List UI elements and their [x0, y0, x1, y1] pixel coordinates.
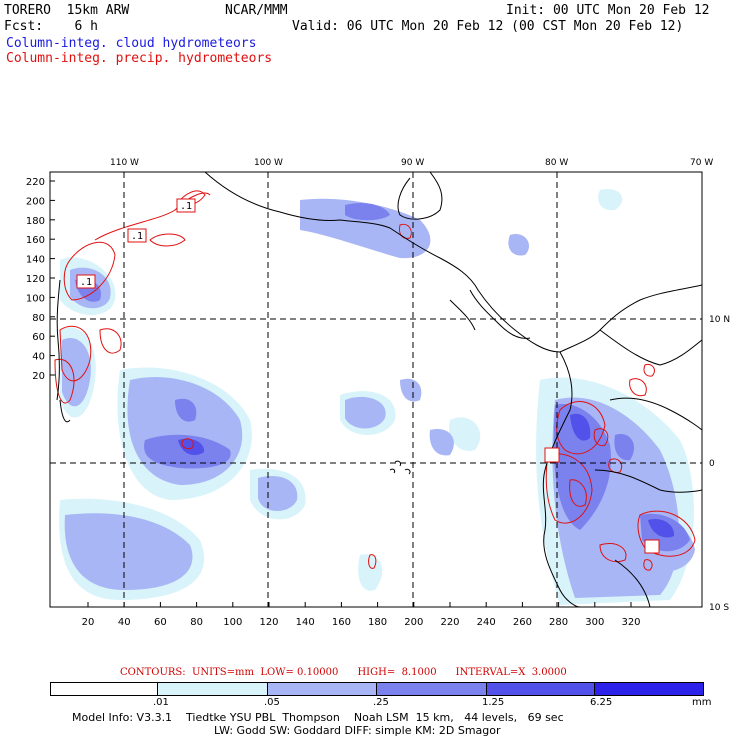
colorbar-swatch [268, 683, 377, 695]
x-grid-labels: 20 40 60 80 100 120 140 160 180 200 220 240 260 280 30… [82, 617, 641, 628]
contour-label: .1 [131, 231, 143, 242]
x-grid-label: 40 [118, 617, 131, 628]
y-grid-label: 80 [32, 313, 45, 324]
precip-contours [54, 190, 696, 571]
colorbar-swatch [51, 683, 159, 695]
model-info: Model Info: V3.3.1 Tiedtke YSU PBL Thomp… [72, 711, 564, 724]
lat-label: 10 S [709, 603, 729, 613]
init-time: Init: 00 UTC Mon 20 Feb 12 [506, 3, 710, 18]
lon-label: 90 W [401, 158, 424, 168]
y-grid-label: 120 [26, 274, 45, 285]
lat-label: 0 [709, 459, 715, 469]
y-grid-label: 20 [32, 371, 45, 382]
y-grid-label: 200 [26, 196, 45, 207]
x-grid-label: 320 [621, 617, 640, 628]
y-grid-label: 40 [32, 352, 45, 363]
colorbar-units: mm [692, 697, 712, 708]
colorbar-swatch [594, 683, 703, 695]
forecast-hour: Fcst: 6 h [4, 19, 98, 34]
colorbar-swatch [158, 683, 269, 695]
valid-time: Valid: 06 UTC Mon 20 Feb 12 (00 CST Mon … [292, 19, 684, 34]
colorbar-swatch [376, 683, 487, 695]
x-grid-label: 100 [223, 617, 242, 628]
field-cloud-label: Column-integ. cloud hydrometeors [6, 36, 257, 51]
map-frame [49, 171, 703, 608]
lat-label: 10 N [709, 315, 730, 325]
y-grid-label: 140 [26, 255, 45, 266]
x-grid-label: 240 [477, 617, 496, 628]
x-grid-label: 180 [368, 617, 387, 628]
y-grid-label: 60 [32, 332, 45, 343]
contour-label-boxes [76, 198, 660, 554]
x-grid-label: 160 [332, 617, 351, 628]
lon-label: 110 W [110, 158, 139, 168]
colorbar-label: .25 [373, 697, 389, 708]
colorbar-label: .05 [264, 697, 280, 708]
field-precip-label: Column-integ. precip. hydrometeors [6, 51, 273, 66]
x-grid-label: 220 [440, 617, 459, 628]
contour-info: CONTOURS: UNITS=mm LOW= 0.10000 HIGH= 8.… [120, 667, 567, 678]
y-grid-label: 160 [26, 235, 45, 246]
center-label: NCAR/MMM [225, 3, 288, 18]
graticule [50, 172, 702, 607]
x-grid-label: 300 [585, 617, 604, 628]
contour-label: .1 [180, 201, 192, 212]
lon-label: 100 W [254, 158, 283, 168]
y-grid-labels: 220 200 180 160 140 120 100 80 60 40 20 [26, 177, 45, 382]
y-grid-label: 180 [26, 216, 45, 227]
contour-label: .1 [80, 277, 92, 288]
lon-label: 80 W [545, 158, 568, 168]
y-grid-label: 220 [26, 177, 45, 188]
colorbar-label: 1.25 [482, 697, 505, 708]
colorbar-label: .01 [153, 697, 169, 708]
x-grid-label: 260 [513, 617, 532, 628]
x-grid-label: 80 [190, 617, 203, 628]
x-grid-label: 60 [154, 617, 167, 628]
x-grid-label: 280 [549, 617, 568, 628]
axis-ticks [50, 180, 632, 607]
lon-label: 70 W [690, 158, 713, 168]
x-grid-label: 140 [296, 617, 315, 628]
cloud-shading [59, 189, 695, 605]
y-grid-label: 100 [26, 293, 45, 304]
colorbar-swatch [486, 683, 595, 695]
colorbar [50, 682, 704, 696]
model-title: TORERO 15km ARW [4, 3, 130, 18]
physics-info: LW: Godd SW: Goddard DIFF: simple KM: 2D… [214, 724, 501, 737]
colorbar-label: 6.25 [590, 697, 613, 708]
x-grid-label: 20 [82, 617, 95, 628]
x-grid-label: 200 [404, 617, 423, 628]
x-grid-label: 120 [259, 617, 278, 628]
